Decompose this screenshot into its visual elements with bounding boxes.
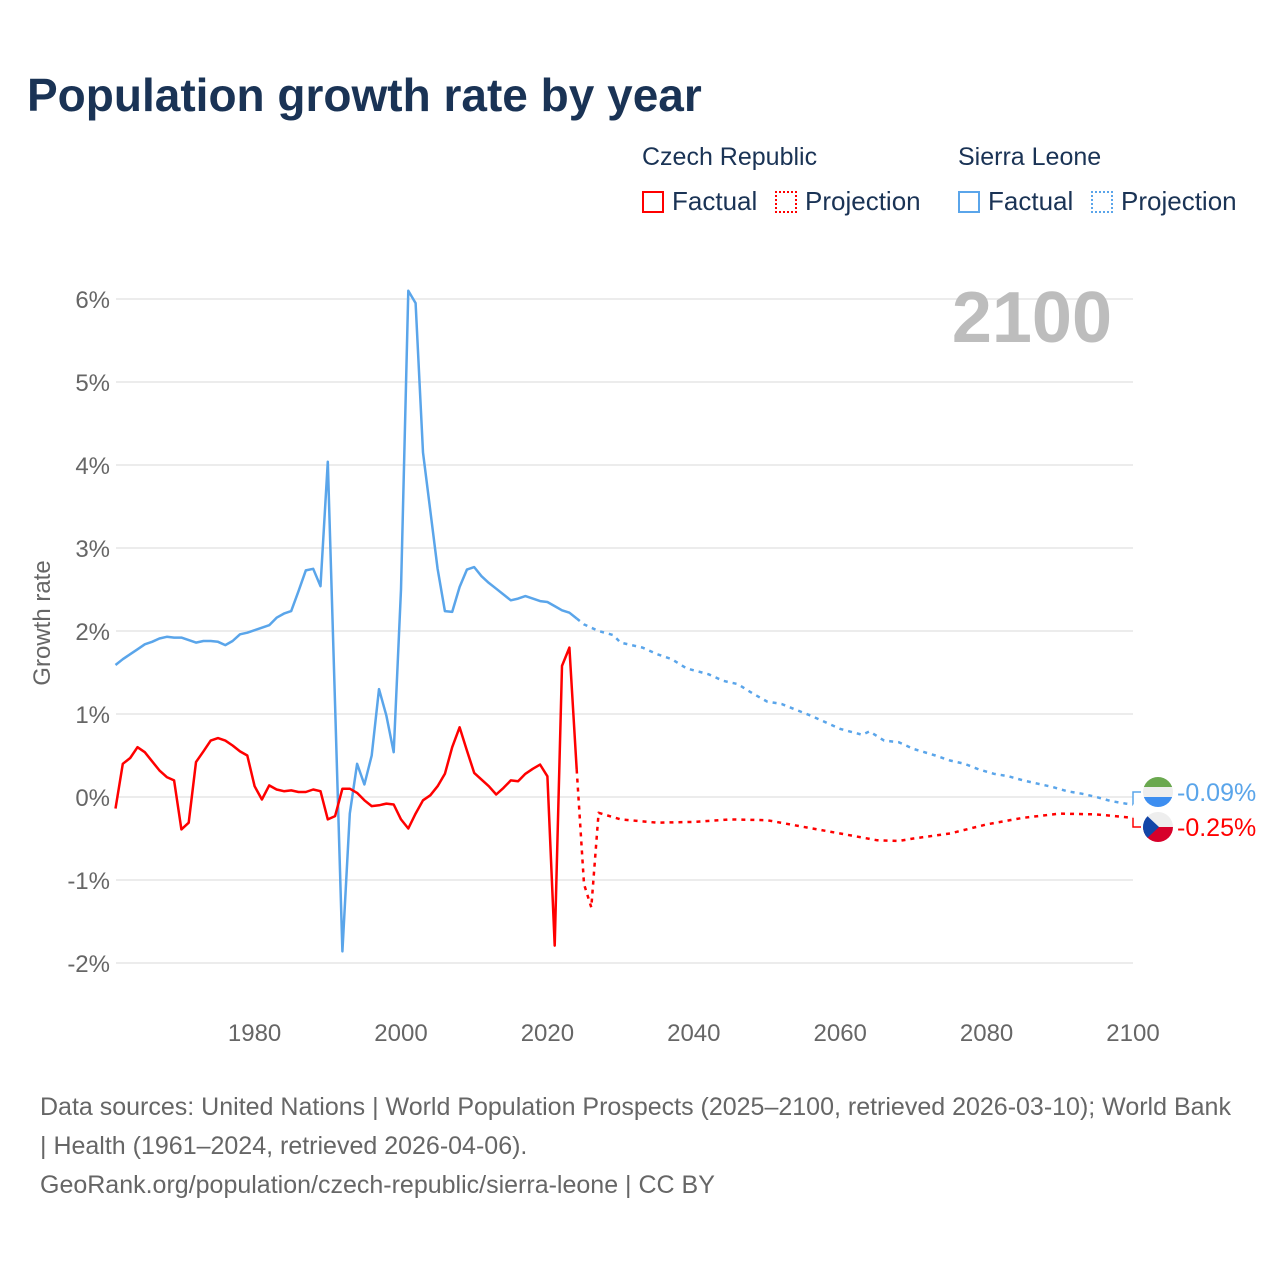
legend-group-czech-republic: Czech Republic [642,143,818,171]
sierra-leone-flag-icon [1143,777,1173,807]
end-value-label: -0.09% [1177,779,1256,807]
source-note: Data sources: United Nations | World Pop… [40,1088,1240,1205]
legend-group-sierra-leone: Sierra Leone [958,143,1102,171]
y-tick-label: 2% [75,619,110,646]
y-tick-label: 6% [75,287,110,314]
source-line-1: Data sources: United Nations | World Pop… [40,1093,1231,1160]
legend-swatch-dotted [1091,190,1113,213]
legend-item-sierra-factual[interactable]: Factual [958,186,1073,217]
x-tick-label: 2040 [667,1020,720,1047]
y-tick-label: 5% [75,370,110,397]
end-label-connector [1132,791,1141,805]
sierra-leone-projection-line [575,617,1134,806]
x-tick-label: 2020 [521,1020,574,1047]
legend-item-czech-factual[interactable]: Factual [642,186,757,217]
y-tick-label: 1% [75,702,110,729]
sierra-leone-factual-line [114,289,578,953]
y-tick-label: 4% [75,453,110,480]
y-tick-label: 0% [75,785,110,812]
legend-label: Factual [672,186,758,216]
czech-republic-projection-line [575,769,1134,909]
legend-label: Projection [1121,186,1237,216]
x-tick-label: 2000 [374,1020,427,1047]
x-tick-label: 1980 [228,1020,281,1047]
year-label: 2100 [952,278,1112,358]
legend-item-sierra-projection[interactable]: Projection [1091,186,1237,217]
x-tick-label: 2080 [960,1020,1013,1047]
legend-swatch-solid [642,190,664,213]
czech-republic-flag-icon [1143,812,1173,842]
legend-label: Projection [805,186,921,216]
end-label-connector [1132,817,1141,828]
legend-label: Factual [988,186,1074,216]
y-tick-label: -2% [67,951,110,978]
legend-swatch-solid [958,190,980,213]
source-line-2[interactable]: GeoRank.org/population/czech-republic/si… [40,1171,715,1199]
legend-swatch-dotted [775,190,797,213]
end-value-label: -0.25% [1177,814,1256,842]
legend-item-czech-projection[interactable]: Projection [775,186,921,217]
y-axis-label: Growth rate [29,560,56,685]
czech-republic-factual-line [114,646,578,947]
x-tick-label: 2100 [1106,1020,1159,1047]
y-tick-label: -1% [67,868,110,895]
page-title: Population growth rate by year [27,69,702,121]
y-tick-label: 3% [75,536,110,563]
x-tick-label: 2060 [814,1020,867,1047]
